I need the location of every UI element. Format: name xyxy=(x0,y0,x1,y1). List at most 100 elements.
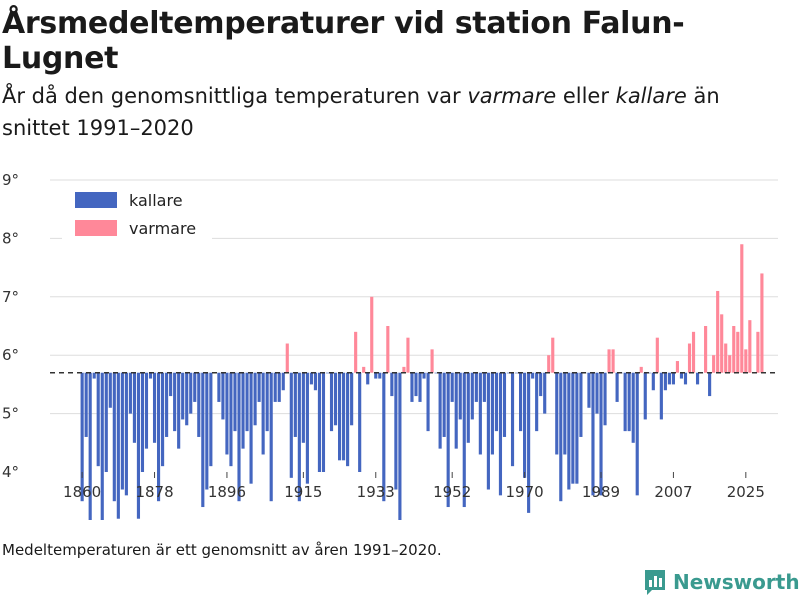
bar-kallare xyxy=(217,372,221,402)
bar-kallare xyxy=(281,372,285,391)
bar-varmare xyxy=(362,366,366,373)
bar-varmare xyxy=(712,355,716,373)
bar-kallare xyxy=(695,372,700,385)
bar-kallare xyxy=(225,372,229,455)
x-tick-label: 2007 xyxy=(654,483,692,501)
bar-kallare xyxy=(478,372,482,455)
legend-label-varmare: varmare xyxy=(129,219,196,238)
bar-kallare xyxy=(96,372,100,467)
bar-kallare xyxy=(233,372,237,432)
bar-kallare xyxy=(305,372,309,484)
bar-kallare xyxy=(615,372,619,402)
bar-kallare xyxy=(88,372,92,520)
bar-varmare xyxy=(740,244,744,373)
bar-kallare xyxy=(257,372,261,402)
bar-varmare xyxy=(354,331,358,373)
bar-kallare xyxy=(116,372,120,519)
bar-kallare xyxy=(80,372,84,502)
x-tick-label: 1915 xyxy=(284,483,322,501)
bar-varmare xyxy=(285,343,289,373)
x-tick-label: 1878 xyxy=(135,483,173,501)
bar-kallare xyxy=(148,372,153,379)
bar-kallare xyxy=(273,372,277,402)
bar-kallare xyxy=(165,372,169,437)
bar-varmare xyxy=(675,361,680,373)
y-tick-label: 6° xyxy=(2,346,19,364)
bar-kallare xyxy=(466,372,470,443)
subtitle-cold-word: kallare xyxy=(615,84,687,108)
bar-kallare xyxy=(450,372,454,402)
bar-varmare xyxy=(760,273,764,373)
bar-kallare xyxy=(514,372,519,374)
bar-kallare xyxy=(486,372,490,490)
bar-kallare xyxy=(422,372,426,379)
bar-kallare xyxy=(506,372,511,374)
bar-kallare xyxy=(309,372,313,385)
bar-kallare xyxy=(144,372,149,449)
bar-kallare xyxy=(587,372,591,408)
bar-kallare xyxy=(535,372,539,432)
x-tick-label: 1989 xyxy=(582,483,620,501)
x-tick-label: 1860 xyxy=(63,483,101,501)
chart-title: Årsmedeltemperaturer vid station Falun-L… xyxy=(2,6,685,76)
temperature-bar-chart: 4° 5° 6° 7° 8° 9° 1860 1878 1896 1915 1933 1952 1970… xyxy=(2,171,778,520)
bar-kallare xyxy=(104,372,108,472)
bar-kallare xyxy=(269,372,273,502)
x-tick-label: 1896 xyxy=(208,483,246,501)
bar-kallare xyxy=(321,372,326,472)
bar-kallare xyxy=(156,372,161,502)
bar-kallare xyxy=(571,372,575,484)
bar-kallare xyxy=(595,372,599,414)
bar-kallare xyxy=(169,372,173,397)
bar-varmare xyxy=(551,337,555,373)
bar-varmare xyxy=(716,290,720,373)
bar-kallare xyxy=(350,372,354,426)
bar-kallare xyxy=(651,372,655,391)
bar-kallare xyxy=(667,372,671,385)
bar-kallare xyxy=(523,372,527,478)
bar-kallare xyxy=(136,372,141,519)
bar-kallare xyxy=(683,372,688,385)
bar-varmare xyxy=(744,349,748,373)
legend-swatch-varmare xyxy=(75,220,117,236)
bar-kallare xyxy=(679,372,684,379)
bar-kallare xyxy=(209,372,213,467)
newsworthy-logo: Newsworthy xyxy=(643,568,800,596)
bar-kallare xyxy=(454,372,458,449)
bar-kallare xyxy=(579,372,583,437)
bar-kallare xyxy=(543,372,547,414)
legend-swatch-kallare xyxy=(75,192,117,208)
brand-name: Newsworthy xyxy=(673,570,800,594)
bar-kallare xyxy=(627,372,631,432)
subtitle-part2: eller xyxy=(556,84,616,108)
bar-kallare xyxy=(390,372,394,397)
bar-kallare xyxy=(329,372,334,432)
bar-kallare xyxy=(663,372,667,391)
bar-kallare xyxy=(193,372,197,402)
legend-label-kallare: kallare xyxy=(129,191,183,210)
bar-varmare xyxy=(724,343,728,373)
bar-kallare xyxy=(635,372,639,496)
bar-varmare xyxy=(655,337,659,373)
subtitle-warm-word: varmare xyxy=(467,84,557,108)
bar-kallare xyxy=(161,372,165,467)
bar-kallare xyxy=(671,372,675,385)
bar-kallare xyxy=(498,372,503,496)
bar-kallare xyxy=(358,372,362,472)
bar-kallare xyxy=(398,372,402,520)
chart-subtitle: År då den genomsnittliga temperaturen va… xyxy=(2,80,792,144)
bar-kallare xyxy=(108,372,112,408)
bar-kallare xyxy=(470,372,474,420)
bar-kallare xyxy=(289,372,293,478)
bar-kallare xyxy=(643,372,647,420)
bar-kallare xyxy=(241,372,245,449)
bar-kallare xyxy=(458,372,462,420)
bar-kallare xyxy=(265,372,269,432)
x-tick-label: 1970 xyxy=(505,483,543,501)
bar-kallare xyxy=(140,372,145,472)
bar-kallare xyxy=(221,372,225,420)
bar-kallare xyxy=(591,372,595,496)
bar-kallare xyxy=(462,372,466,508)
bar-kallare xyxy=(185,372,189,426)
bar-varmare xyxy=(728,355,732,373)
